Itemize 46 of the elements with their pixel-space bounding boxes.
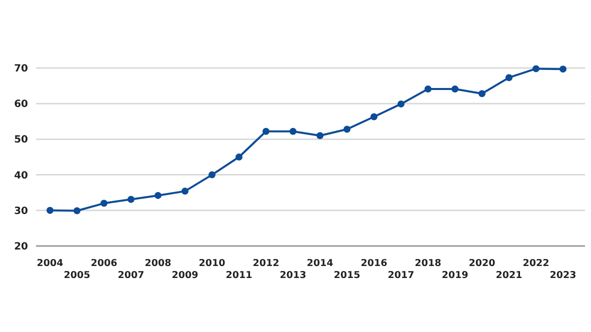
x-tick-label: 2004 (36, 258, 64, 269)
point (316, 132, 324, 140)
x-tick-label: 2018 (414, 258, 442, 269)
x-tick-label: 2012 (252, 258, 280, 269)
point (290, 128, 296, 135)
x-tick-label: 2013 (280, 270, 306, 281)
x-tick-label: 2019 (442, 270, 468, 281)
point (532, 65, 540, 72)
point (478, 90, 486, 98)
x-tick-label: 2021 (496, 270, 522, 281)
x-tick-label: 2022 (522, 258, 550, 269)
point (46, 206, 54, 214)
point (424, 86, 432, 93)
x-tick-label: 2023 (550, 270, 576, 281)
x-tick-label: 2007 (118, 270, 144, 281)
point (208, 171, 216, 178)
x-tick-label: 2010 (198, 258, 226, 269)
x-tick-label: 2011 (226, 270, 252, 281)
point (236, 154, 242, 160)
x-tick-label: 2020 (468, 258, 496, 269)
x-tick-label: 2016 (360, 258, 388, 269)
point (262, 128, 270, 135)
point (370, 113, 378, 120)
x-tick-label: 2015 (334, 270, 360, 281)
y-tick-label: 20 (14, 242, 28, 252)
point (100, 200, 108, 207)
x-tick-label: 2008 (144, 258, 172, 269)
point (344, 126, 350, 133)
point (128, 196, 134, 203)
y-tick-label: 40 (14, 170, 28, 182)
y-tick-label: 70 (14, 64, 28, 74)
point (452, 86, 458, 93)
x-tick-label: 2005 (64, 270, 90, 281)
x-tick-label: 2017 (388, 270, 414, 281)
point (74, 207, 80, 214)
point (182, 188, 188, 195)
y-tick-label: 50 (14, 134, 28, 146)
x-tick-label: 2009 (172, 270, 198, 281)
x-tick-label: 2006 (90, 258, 118, 269)
y-tick-label: 30 (14, 206, 28, 217)
x-tick-label: 2014 (306, 258, 334, 269)
point (154, 192, 162, 199)
point (506, 74, 512, 82)
point (560, 66, 566, 73)
y-tick-label: 60 (14, 99, 28, 110)
point (398, 100, 404, 108)
